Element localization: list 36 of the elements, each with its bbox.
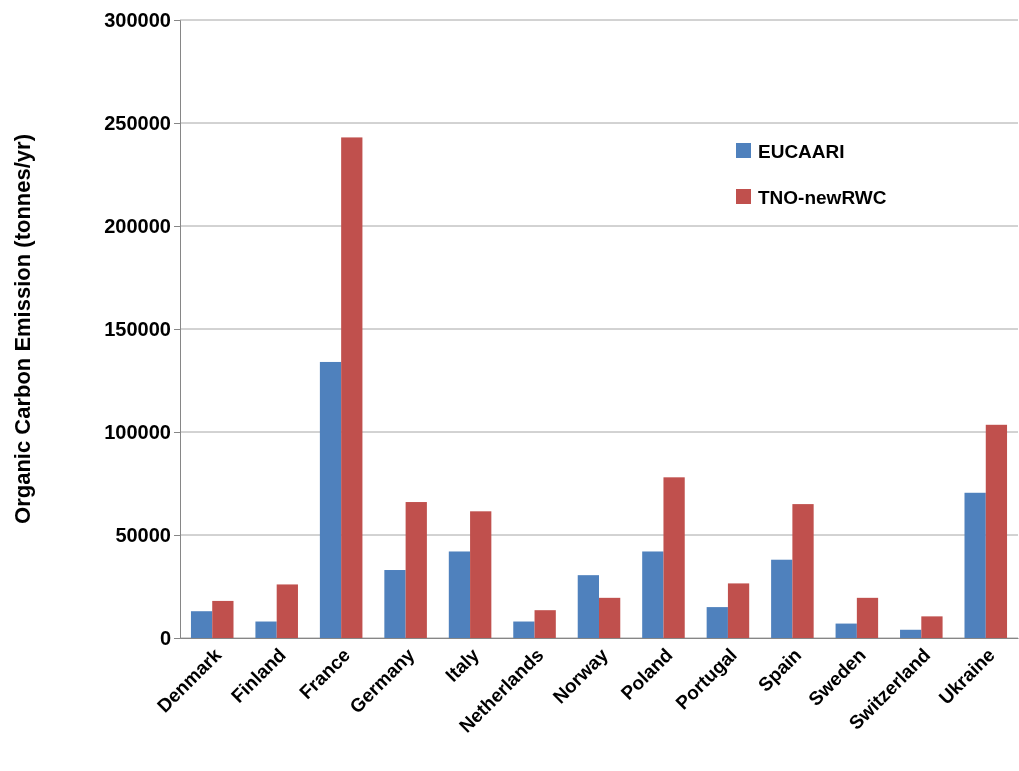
bar bbox=[985, 424, 1008, 638]
bar bbox=[534, 610, 556, 638]
bar bbox=[964, 492, 986, 638]
bar bbox=[212, 600, 234, 638]
bar bbox=[384, 570, 406, 638]
y-axis-title: Organic Carbon Emission (tonnes/yr) bbox=[10, 134, 35, 524]
y-tick-label: 50000 bbox=[115, 523, 171, 546]
y-tick-label: 200000 bbox=[104, 214, 171, 237]
bar bbox=[706, 607, 728, 638]
bar bbox=[470, 511, 492, 638]
y-tick-label: 250000 bbox=[104, 111, 171, 134]
bar bbox=[835, 623, 857, 638]
bar bbox=[513, 621, 535, 638]
y-tick-label: 0 bbox=[159, 626, 171, 649]
bar bbox=[255, 621, 277, 638]
legend-label: TNO-newRWC bbox=[758, 187, 887, 208]
bar bbox=[599, 597, 621, 638]
bar bbox=[727, 583, 750, 638]
bar bbox=[577, 575, 599, 638]
bar bbox=[190, 611, 213, 638]
bar bbox=[276, 584, 298, 638]
bar bbox=[771, 559, 793, 638]
bar bbox=[319, 361, 342, 638]
bar bbox=[900, 629, 922, 638]
y-tick-label: 300000 bbox=[104, 8, 171, 31]
bar bbox=[856, 597, 879, 638]
bar bbox=[405, 502, 427, 638]
bar bbox=[448, 551, 471, 638]
bar bbox=[792, 504, 814, 638]
legend-label: EUCAARI bbox=[758, 141, 845, 162]
bar bbox=[341, 137, 363, 638]
bar bbox=[642, 551, 664, 638]
bar bbox=[921, 616, 943, 638]
bar bbox=[663, 477, 685, 638]
y-tick-label: 150000 bbox=[104, 317, 171, 340]
y-tick-label: 100000 bbox=[104, 420, 171, 443]
